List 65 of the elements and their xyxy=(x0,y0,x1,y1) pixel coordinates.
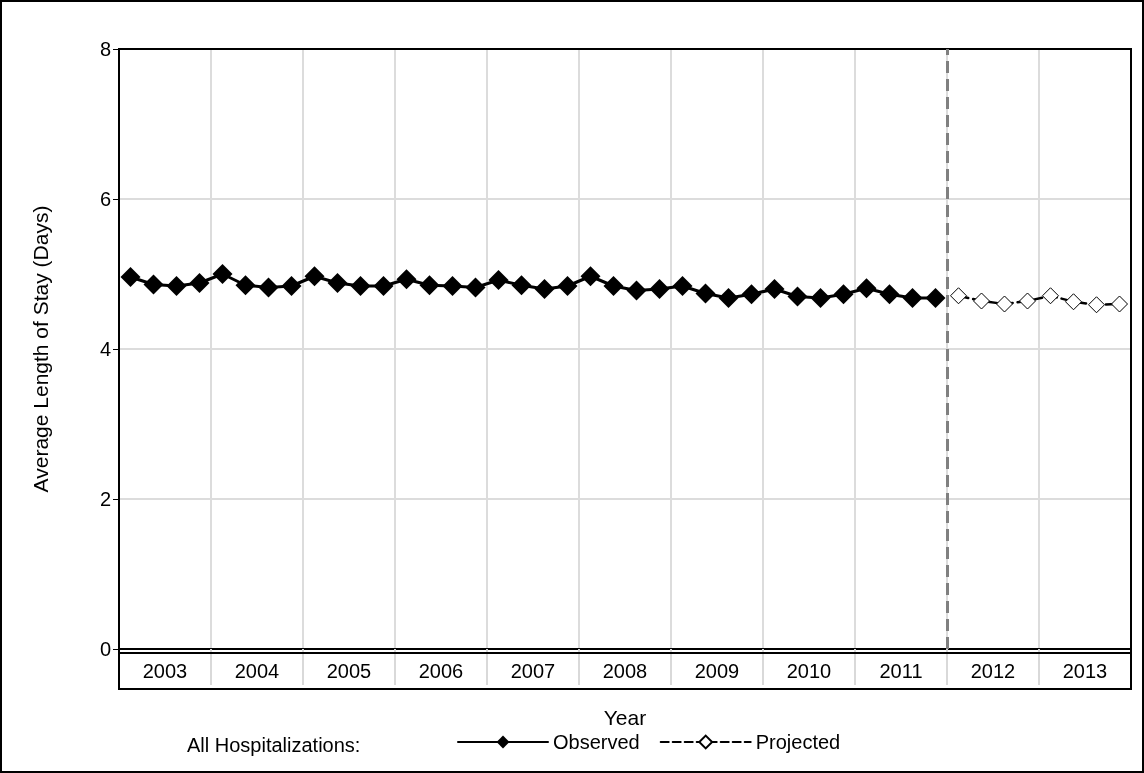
point xyxy=(741,284,762,305)
x-tick-label: 2009 xyxy=(694,660,740,682)
y-tick-label: 6 xyxy=(99,188,111,210)
point xyxy=(996,295,1013,313)
point xyxy=(281,276,302,296)
y-tick-label: 2 xyxy=(99,488,111,510)
point xyxy=(649,279,670,299)
point xyxy=(1088,296,1105,314)
point xyxy=(718,288,739,308)
point xyxy=(879,284,900,305)
x-tick-label: 2007 xyxy=(510,660,556,682)
point xyxy=(396,269,417,290)
x-tick-label: 2003 xyxy=(142,660,188,682)
x-axis-title: Year xyxy=(603,706,647,729)
point xyxy=(925,288,946,308)
x-tick-label: 2010 xyxy=(786,660,832,682)
y-tick-label: 8 xyxy=(99,38,111,60)
point xyxy=(327,273,348,293)
x-tick-label: 2011 xyxy=(879,660,923,682)
y-axis-title: Average Length of Stay (Days) xyxy=(29,205,52,493)
point xyxy=(120,267,141,287)
point xyxy=(212,264,233,284)
x-tick-label: 2006 xyxy=(418,660,464,682)
point xyxy=(1042,287,1059,305)
point xyxy=(534,279,555,299)
point xyxy=(373,276,394,296)
point xyxy=(764,279,785,299)
point xyxy=(511,275,532,296)
point xyxy=(166,276,187,296)
point xyxy=(442,276,463,296)
x-tick-label: 2008 xyxy=(602,660,648,682)
point xyxy=(833,284,854,305)
legend-title: All Hospitalizations: xyxy=(187,734,361,756)
point xyxy=(304,266,325,287)
point xyxy=(1065,293,1082,311)
point xyxy=(419,275,440,296)
point xyxy=(603,276,624,296)
legend-label: Projected xyxy=(755,731,841,753)
point xyxy=(143,274,164,295)
point xyxy=(580,266,601,287)
point xyxy=(787,286,808,307)
point xyxy=(1019,292,1036,310)
x-tick-label: 2013 xyxy=(1062,660,1108,682)
point xyxy=(950,287,967,305)
point xyxy=(189,273,210,293)
x-tick-label: 2012 xyxy=(970,660,1016,682)
x-tick-label: 2004 xyxy=(234,660,280,682)
point xyxy=(258,277,279,298)
point xyxy=(856,278,877,299)
y-tick-label: 0 xyxy=(99,638,111,660)
point xyxy=(235,275,256,296)
point xyxy=(350,276,371,296)
point xyxy=(695,283,716,304)
point xyxy=(557,276,578,296)
point xyxy=(626,280,647,301)
point xyxy=(465,277,486,298)
point xyxy=(1111,295,1128,313)
point xyxy=(810,288,831,308)
legend-label: Observed xyxy=(553,731,640,753)
point xyxy=(902,288,923,308)
point xyxy=(973,292,990,310)
x-tick-label: 2005 xyxy=(326,660,372,682)
point xyxy=(672,276,693,296)
point xyxy=(488,270,509,290)
y-tick-label: 4 xyxy=(99,338,111,360)
